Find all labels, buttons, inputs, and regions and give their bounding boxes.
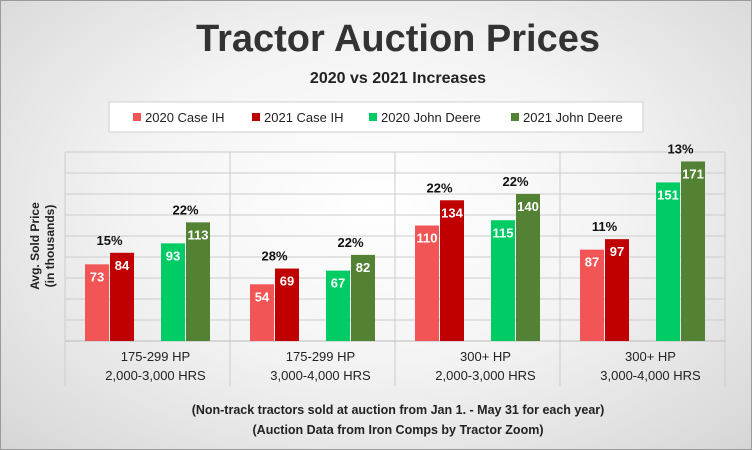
bar-value-label: 87 <box>585 255 599 270</box>
bar-2020-john-deere <box>161 243 185 341</box>
bar-value-label: 82 <box>356 260 370 275</box>
increase-label-john-deere: 13% <box>667 141 693 156</box>
y-axis-title-line-2: (in thousands) <box>43 205 57 288</box>
bar-2020-case-ih <box>85 264 109 341</box>
bar-2021-case-ih <box>275 268 299 341</box>
legend-entry-2021-case-ih: 2021 Case IH <box>264 110 344 125</box>
legend-swatch-2021-case-ih <box>252 113 260 121</box>
increase-label-case-ih: 15% <box>96 233 122 248</box>
footnote-1: (Non-track tractors sold at auction from… <box>192 403 605 417</box>
increase-label-john-deere: 22% <box>337 235 363 250</box>
increase-label-john-deere: 22% <box>502 174 528 189</box>
bar-2020-john-deere <box>491 220 515 341</box>
bar-2021-case-ih <box>440 200 464 341</box>
bar-2021-case-ih <box>605 239 629 341</box>
legend: 2020 Case IH 2021 Case IH 2020 John Deere 2… <box>108 101 644 133</box>
increase-label-case-ih: 11% <box>592 219 618 234</box>
bar-value-label: 115 <box>493 225 514 240</box>
bar-value-label: 97 <box>610 244 624 259</box>
bar-value-label: 67 <box>331 276 345 291</box>
bar-value-label: 73 <box>90 269 104 284</box>
legend-entry-2021-john-deere: 2021 John Deere <box>523 110 623 125</box>
chart-title: Tractor Auction Prices <box>196 18 600 60</box>
legend-swatch-2020-john-deere <box>369 113 377 121</box>
category-labels: 175-299 HP 2,000-3,000 HRS 175-299 HP 3,000… <box>105 349 701 383</box>
increase-label-case-ih: 28% <box>261 249 287 264</box>
increase-label-john-deere: 22% <box>172 202 198 217</box>
category-label: 2,000-3,000 HRS <box>105 368 206 383</box>
chart-subtitle: 2020 vs 2021 Increases <box>310 70 486 87</box>
bar-2021-john-deere <box>681 161 705 341</box>
bar-2020-john-deere <box>656 182 680 341</box>
bar-2021-john-deere <box>186 222 210 341</box>
legend-swatch-2021-john-deere <box>511 113 519 121</box>
bar-value-label: 140 <box>517 199 539 214</box>
y-axis-title-line-1: Avg. Sold Price <box>28 202 42 290</box>
footnote-2: (Auction Data from Iron Comps by Tractor… <box>253 423 544 437</box>
y-axis-title: Avg. Sold Price (in thousands) <box>28 202 57 290</box>
bar-2020-john-deere <box>326 270 350 341</box>
bar-value-label: 84 <box>115 258 130 273</box>
bar-value-label: 110 <box>417 231 438 246</box>
category-label: 3,000-4,000 HRS <box>600 368 701 383</box>
bar-2021-john-deere <box>516 194 540 341</box>
bar-value-label: 151 <box>657 187 679 202</box>
bar-value-label: 69 <box>280 274 294 289</box>
category-label: 2,000-3,000 HRS <box>435 368 536 383</box>
increase-label-case-ih: 22% <box>426 180 452 195</box>
category-label: 175-299 HP <box>121 349 190 364</box>
bar-2020-case-ih <box>580 249 604 341</box>
legend-swatch-2020-case-ih <box>133 113 141 121</box>
bar-2021-case-ih <box>110 252 134 341</box>
bar-value-label: 134 <box>441 205 463 220</box>
legend-entry-2020-john-deere: 2020 John Deere <box>381 110 481 125</box>
bar-value-label: 93 <box>166 248 180 263</box>
category-label: 300+ HP <box>625 349 676 364</box>
bar-value-label: 113 <box>188 227 209 242</box>
bar-value-label: 54 <box>255 289 270 304</box>
bar-2020-case-ih <box>415 225 439 341</box>
bar-2021-john-deere <box>351 254 375 341</box>
legend-entry-2020-case-ih: 2020 Case IH <box>145 110 225 125</box>
bar-2020-case-ih <box>250 284 274 341</box>
category-label: 3,000-4,000 HRS <box>270 368 371 383</box>
category-label: 300+ HP <box>460 349 511 364</box>
bar-value-label: 171 <box>682 166 704 181</box>
category-label: 175-299 HP <box>286 349 355 364</box>
bars <box>85 161 705 341</box>
